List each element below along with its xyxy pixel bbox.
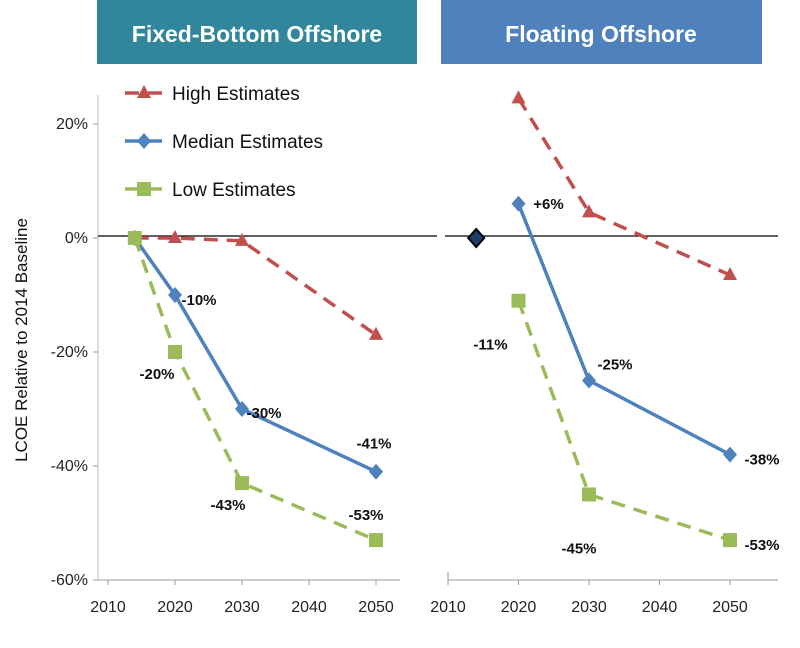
x-tick-label: 2040 xyxy=(642,599,678,616)
data-label: -25% xyxy=(597,357,632,374)
data-label: -10% xyxy=(181,292,216,309)
y-tick-label: -40% xyxy=(51,458,88,475)
data-label: +6% xyxy=(533,196,563,213)
x-tick-label: 2050 xyxy=(712,599,748,616)
series-line-high xyxy=(517,97,731,277)
data-point-low xyxy=(127,231,142,245)
x-tick-label: 2030 xyxy=(224,599,260,616)
series-line-high xyxy=(134,236,378,337)
x-tick-label: 2020 xyxy=(501,599,537,616)
data-point-low xyxy=(582,487,596,502)
header-floating xyxy=(441,0,762,64)
legend-marker-low xyxy=(137,182,151,196)
data-point-low xyxy=(723,533,737,548)
y-tick-label: 0% xyxy=(65,230,88,247)
data-label: -41% xyxy=(356,436,391,453)
x-tick-label: 2050 xyxy=(358,599,394,616)
x-tick-label: 2030 xyxy=(571,599,607,616)
y-tick-label: -60% xyxy=(51,572,88,589)
data-point-median xyxy=(235,401,249,417)
data-point-low xyxy=(511,293,526,308)
header-floating-title: Floating Offshore xyxy=(505,21,697,47)
legend-marker-median xyxy=(137,133,151,149)
data-point-low xyxy=(235,476,249,491)
data-label: -30% xyxy=(246,405,281,422)
x-tick-label: 2020 xyxy=(157,599,193,616)
header-fixed-bottom xyxy=(97,0,417,64)
data-point-median xyxy=(723,446,737,463)
legend-label: Low Estimates xyxy=(172,180,296,201)
data-point-low xyxy=(369,533,383,548)
data-label: -38% xyxy=(744,452,779,469)
data-point-high xyxy=(369,326,383,340)
series-line-median xyxy=(133,236,377,474)
series-line-low xyxy=(516,300,731,542)
y-axis-label: LCOE Relative to 2014 Baseline xyxy=(12,218,31,462)
y-tick-label: -20% xyxy=(51,344,88,361)
data-point-high xyxy=(582,204,596,218)
data-label: -45% xyxy=(561,541,596,558)
legend-label: Median Estimates xyxy=(172,132,323,153)
data-point-high xyxy=(168,230,182,243)
legend: High Estimates Median Estimates Low Estima… xyxy=(125,84,323,201)
data-point-low xyxy=(168,345,182,359)
data-point-high xyxy=(235,232,249,246)
y-tick-label: 20% xyxy=(56,116,88,133)
data-label: -53% xyxy=(744,537,779,554)
data-point-median xyxy=(582,372,596,389)
data-point-high xyxy=(723,267,737,281)
header-fixed-bottom-title: Fixed-Bottom Offshore xyxy=(132,21,382,47)
data-point-median xyxy=(511,195,526,212)
series-line-median xyxy=(516,203,731,457)
data-point-median xyxy=(168,287,182,303)
series-line-low xyxy=(133,237,377,542)
legend-label: High Estimates xyxy=(172,84,300,105)
data-point-median xyxy=(369,463,383,480)
data-label: -11% xyxy=(473,337,507,354)
x-tick-label: 2040 xyxy=(291,599,327,616)
data-label: -53% xyxy=(348,507,383,524)
legend-marker-high xyxy=(137,85,151,98)
data-label: -43% xyxy=(210,497,245,514)
x-tick-label: 2010 xyxy=(430,599,466,616)
data-label: -20% xyxy=(139,366,174,383)
data-point-high xyxy=(511,90,526,104)
baseline-point xyxy=(466,227,486,249)
x-tick-label: 2010 xyxy=(90,599,126,616)
